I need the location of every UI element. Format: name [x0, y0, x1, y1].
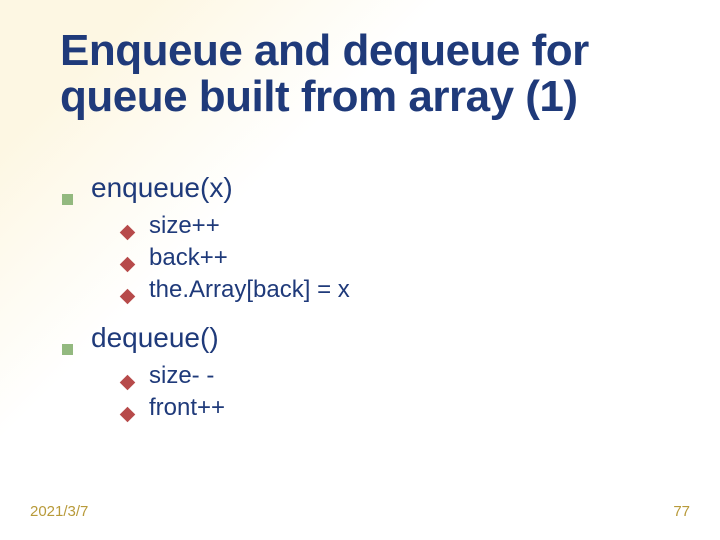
- sublist-item-label: back++: [149, 244, 228, 272]
- diamond-bullet-icon: [120, 407, 136, 423]
- sublist-item: front++: [122, 394, 680, 422]
- sublist-item: the.Array[back] = x: [122, 276, 680, 304]
- sublist-item-label: size- -: [149, 362, 214, 390]
- diamond-bullet-icon: [120, 375, 136, 391]
- footer-date: 2021/3/7: [30, 503, 88, 520]
- slide: Enqueue and dequeue for queue built from…: [0, 0, 720, 540]
- diamond-bullet-icon: [120, 289, 136, 305]
- sublist: size++ back++ the.Array[back] = x: [122, 212, 680, 304]
- list-item-label: dequeue(): [91, 322, 219, 354]
- diamond-bullet-icon: [120, 257, 136, 273]
- square-bullet-icon: [62, 194, 73, 205]
- sublist: size- - front++: [122, 362, 680, 422]
- footer-page-number: 77: [673, 503, 690, 520]
- list-item: dequeue(): [62, 322, 680, 354]
- list-item-label: enqueue(x): [91, 172, 233, 204]
- sublist-item: size++: [122, 212, 680, 240]
- diamond-bullet-icon: [120, 225, 136, 241]
- sublist-item-label: the.Array[back] = x: [149, 276, 350, 304]
- square-bullet-icon: [62, 344, 73, 355]
- slide-title: Enqueue and dequeue for queue built from…: [60, 28, 680, 120]
- sublist-item: size- -: [122, 362, 680, 390]
- sublist-item-label: size++: [149, 212, 220, 240]
- slide-content: enqueue(x) size++ back++ the.Array[back]…: [62, 172, 680, 440]
- list-item: enqueue(x): [62, 172, 680, 204]
- sublist-item-label: front++: [149, 394, 225, 422]
- sublist-item: back++: [122, 244, 680, 272]
